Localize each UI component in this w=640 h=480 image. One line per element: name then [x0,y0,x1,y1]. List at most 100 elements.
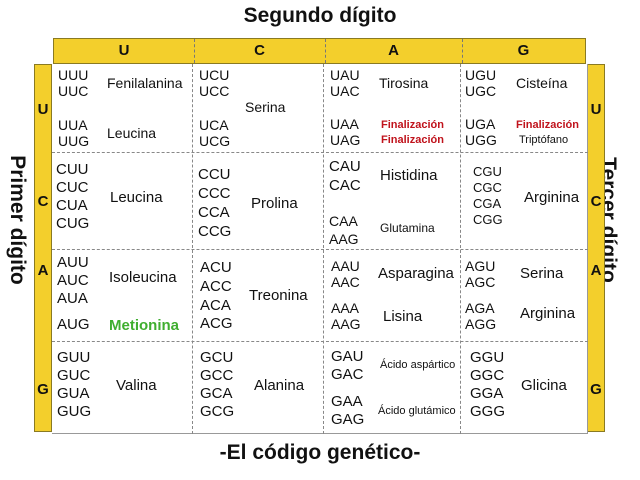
codon: CUU [56,161,89,178]
codon: UGA [465,116,496,132]
codon: ACC [200,278,232,295]
codon: CCU [198,166,231,183]
codon: GAA [331,393,363,410]
amino-acid: Tirosina [379,75,429,91]
codon: UUU [58,67,89,83]
codon: CGC [473,180,502,195]
codon: GCU [200,349,234,366]
amino-acid: Arginina [520,305,576,322]
codon: UCU [199,67,230,83]
codon: AGA [465,300,495,316]
codon: CAU [329,158,361,175]
amino-acid: Leucina [107,125,157,141]
codon: ACG [200,315,233,332]
codon: AAU [331,258,360,274]
codon: AGG [465,316,497,332]
third-base-a: A [590,262,602,279]
header-base-c: C [254,42,265,59]
codon: AGU [465,258,496,274]
amino-acid: Alanina [254,377,305,394]
codon: GUG [57,403,92,420]
codon: GCC [200,367,234,384]
amino-acid: Glutamina [380,221,435,235]
codon: CUG [56,215,90,232]
codon: UAU [330,67,360,83]
codon: UGC [465,83,497,99]
amino-acid: Cisteína [516,75,568,91]
codon: UUA [58,117,88,133]
second-digit-header: U C A G [53,38,586,64]
codon: UGU [465,67,497,83]
amino-acid: Treonina [249,287,308,304]
codon: GUA [57,385,90,402]
codon: AGC [465,274,496,290]
codon: CCA [198,204,230,221]
codon: AAG [331,316,361,332]
codon: CCC [198,185,231,202]
codon: GUU [57,349,91,366]
amino-acid: Histidina [380,167,438,184]
codon: GGU [470,349,505,366]
stop-codon-label: Finalización [516,119,579,131]
codon: GAG [331,411,365,428]
stop-codon-label: Finalización [381,119,444,131]
codon: AAA [331,300,360,316]
codon: UAG [330,132,361,148]
codon: CAC [329,177,361,194]
third-digit-bar: U C A G [587,64,605,432]
amino-acid: Ácido glutámico [378,405,456,417]
codon: AUA [57,290,88,307]
codon: CGU [473,164,502,179]
codon: CUA [56,197,88,214]
amino-acid: Triptófano [519,134,569,146]
header-base-g: G [517,42,530,59]
codon: GGA [470,385,504,402]
codon: GCG [200,403,235,420]
codon: AAC [331,274,360,290]
codon: GGG [470,403,506,420]
diagram-caption: -El código genético- [219,441,421,464]
amino-acid: Prolina [251,195,298,212]
codon: GCA [200,385,233,402]
codon: UUC [58,83,89,99]
first-base-a: A [37,262,49,279]
amino-acid: Isoleucina [109,269,177,286]
amino-acid: Ácido aspártico [380,359,456,371]
stop-codon-label: Finalización [381,134,444,146]
amino-acid: Serina [245,99,286,115]
codon: AUU [57,254,89,271]
codon: AUC [57,272,89,289]
third-base-c: C [590,193,602,210]
amino-acid: Serina [520,265,564,282]
codon: CAA [329,213,358,229]
third-base-g: G [590,381,602,398]
amino-acid: Fenilalanina [107,75,183,91]
codon: CCG [198,223,232,240]
header-base-a: A [388,42,399,59]
codon: UUG [58,133,90,149]
codon: UGG [465,132,497,148]
first-base-g: G [37,381,49,398]
amino-acid: Glicina [521,377,567,394]
amino-acid: Leucina [110,189,163,206]
codon: UAC [330,83,360,99]
codon: UCA [199,117,229,133]
codon: ACA [200,297,231,314]
codon: UCG [199,133,231,149]
codon: ACU [200,259,232,276]
title-second-digit: Segundo dígito [243,4,397,27]
codon: CUC [56,179,89,196]
codon: GGC [470,367,505,384]
amino-acid: Valina [116,377,157,394]
codon: CGG [473,212,503,227]
codon: GAC [331,366,364,383]
first-base-c: C [37,193,49,210]
amino-acid: Lisina [383,308,423,325]
codon: AUG [57,316,90,333]
label-first-digit: Primer dígito [6,155,29,285]
codon: GAU [331,348,364,365]
third-base-u: U [590,101,602,118]
codon: GUC [57,367,91,384]
codon-table: UUU UUC Fenilalanina UUA UUG Leucina UCU… [52,64,588,434]
codon: UCC [199,83,230,99]
